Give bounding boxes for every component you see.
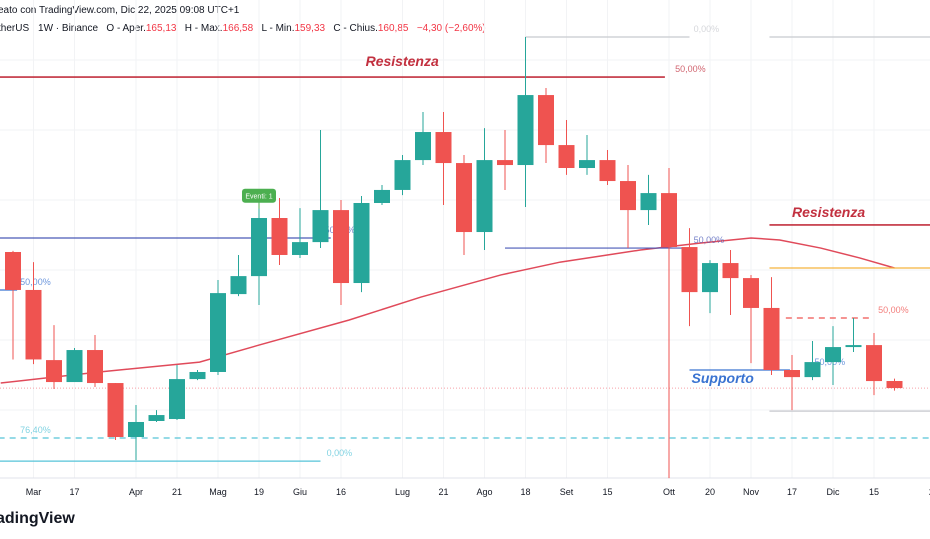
candle-up — [640, 193, 657, 211]
open-label: O - Aper. — [106, 23, 146, 34]
candle-up — [292, 242, 308, 255]
candle-down — [87, 350, 103, 384]
candle-down — [5, 252, 21, 290]
annotation-resistenza: Resistenza — [366, 53, 439, 69]
candle-up — [394, 160, 411, 190]
x-tick-label: Mar — [26, 487, 42, 497]
candle-down — [25, 289, 42, 360]
candle-down — [763, 307, 780, 371]
fib-mid-line-small-label: 50,00% — [20, 277, 51, 287]
candle-down — [620, 181, 636, 211]
candle-down — [743, 278, 759, 308]
chart-created-caption: eato con TradingView.com, Dic 22, 2025 0… — [0, 5, 240, 16]
fib-dashed-red-line-label: 50,00% — [878, 305, 909, 315]
candle-down — [271, 218, 288, 255]
candle-up — [251, 218, 267, 277]
high-value: 166,58 — [222, 23, 254, 34]
candle-down — [333, 210, 349, 284]
candle-down — [866, 345, 882, 382]
low-value: 159,33 — [294, 23, 326, 34]
candle-up — [415, 132, 431, 161]
candle-down — [435, 132, 452, 164]
candle-up — [579, 160, 595, 169]
x-tick-label: Apr — [129, 487, 143, 497]
candle-up — [169, 379, 185, 420]
candle-down — [107, 383, 124, 438]
x-tick-label: 20 — [705, 487, 715, 497]
x-tick-label: 17 — [787, 487, 797, 497]
tradingview-logo: adingView — [0, 510, 75, 527]
candle-down — [681, 247, 698, 293]
x-tick-label: 2 — [929, 487, 930, 497]
resistance-line-1-label: 50,00% — [675, 64, 706, 74]
close-value: 160,85 — [377, 23, 409, 34]
candle-up — [128, 421, 144, 438]
candle-down — [661, 193, 677, 248]
x-tick-label: 21 — [172, 487, 182, 497]
candle-up — [312, 210, 329, 243]
x-tick-label: Dic — [827, 487, 840, 497]
x-tick-label: Lug — [395, 487, 410, 497]
candle-down — [558, 145, 575, 169]
fib-764-line-label: 76,40% — [20, 425, 51, 435]
candle-up — [702, 263, 718, 293]
moving-average-line — [0, 237, 895, 384]
x-tick-label: Mag — [209, 487, 227, 497]
high-label: H - Max. — [184, 23, 223, 34]
low-label: L - Min. — [261, 23, 295, 34]
candle-up — [353, 202, 370, 284]
x-tick-label: Nov — [743, 487, 760, 497]
x-tick-label: Ott — [663, 487, 676, 497]
candle-up — [374, 189, 390, 203]
candle-up — [148, 415, 165, 422]
x-tick-label: 17 — [69, 487, 79, 497]
candle-up — [230, 276, 247, 295]
x-tick-label: 15 — [869, 487, 879, 497]
x-tick-label: 18 — [520, 487, 530, 497]
fib-mid-line-center-label: 50,00% — [694, 235, 725, 245]
candle-down — [886, 381, 903, 389]
candle-up — [517, 95, 534, 166]
candle-up — [210, 293, 226, 372]
candle-down — [456, 163, 472, 233]
candle-down — [599, 160, 616, 182]
open-value: 165,13 — [145, 23, 177, 34]
candle-up — [189, 371, 206, 380]
candle-up — [825, 347, 841, 363]
candle-down — [46, 360, 62, 383]
event-badge — [242, 188, 276, 203]
x-tick-label: Set — [560, 487, 574, 497]
candle-down — [497, 160, 513, 166]
x-tick-label: 16 — [336, 487, 346, 497]
candle-up — [476, 160, 493, 233]
x-tick-label: 15 — [602, 487, 612, 497]
x-tick-label: 19 — [254, 487, 264, 497]
candle-down — [784, 370, 800, 378]
symbol-label: therUS · 1W · Binance — [0, 23, 99, 34]
x-tick-label: Giu — [293, 487, 307, 497]
symbol-ohlc-legend: therUS · 1W · Binance O - Aper.165,13 H … — [0, 23, 486, 34]
candle-down — [722, 263, 739, 279]
candle-up — [845, 345, 862, 348]
x-tick-label: 21 — [438, 487, 448, 497]
candle-up — [804, 362, 821, 378]
change-value: −4,30 (−2,60%) — [416, 23, 486, 34]
x-tick-label: Ago — [476, 487, 492, 497]
fib-top-line-label: 0,00% — [694, 24, 720, 34]
annotation-resistenza: Resistenza — [792, 204, 865, 220]
fib-bottom-line-label: 0,00% — [327, 448, 353, 458]
event-badge-label: Eventi: 1 — [245, 194, 272, 201]
candle-up — [66, 350, 83, 383]
annotation-supporto: Supporto — [692, 370, 755, 386]
candle-down — [538, 95, 554, 146]
close-label: C - Chius. — [333, 23, 378, 34]
